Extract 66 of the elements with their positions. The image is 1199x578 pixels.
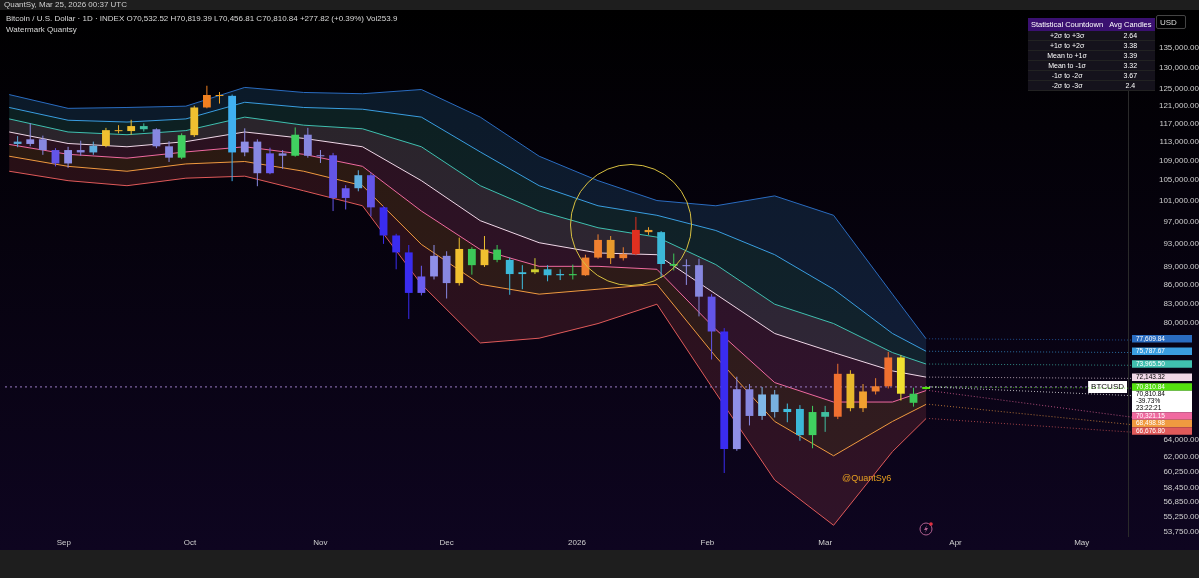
y-tick-label: 121,000.00 xyxy=(1158,100,1199,110)
y-tick-label: 117,000.00 xyxy=(1159,118,1199,128)
candlestick xyxy=(102,127,110,148)
ref-line-label: BTCUSD xyxy=(1091,382,1125,392)
candlestick xyxy=(505,257,514,296)
candlestick xyxy=(202,85,211,109)
candlestick xyxy=(682,258,691,286)
candlestick xyxy=(859,383,867,413)
y-tick-label: 55,250.00 xyxy=(1163,512,1199,522)
candlestick xyxy=(165,140,173,163)
y-tick-label: 105,000.00 xyxy=(1158,175,1199,185)
x-tick-label: Dec xyxy=(439,538,454,547)
y-tick-label: 60,250.00 xyxy=(1163,466,1199,476)
candlestick xyxy=(783,403,792,423)
y-tick-label: 125,000.00 xyxy=(1158,83,1199,93)
y-tick-label: 97,000.00 xyxy=(1163,216,1199,226)
candlestick xyxy=(64,146,72,169)
x-tick-label: Oct xyxy=(183,538,198,547)
candlestick xyxy=(606,235,615,265)
x-tick-label: Sep xyxy=(56,538,72,547)
candlestick xyxy=(354,169,363,192)
chart-title: Bitcoin / U.S. Dollar · 1D · INDEX O70,532.52 H70,819.39 L70,456.81 C70,810.84 +277.82 (+0.39%) Vol253.9 xyxy=(6,14,398,23)
candlestick xyxy=(467,246,476,276)
y-tick-label: 101,000.00 xyxy=(1158,195,1199,205)
candlestick xyxy=(821,405,830,433)
y-tick-label: 53,750.00 xyxy=(1163,526,1199,536)
annotation: @QuantSy6 xyxy=(842,473,892,483)
candlestick xyxy=(770,389,779,419)
x-tick-label: Mar xyxy=(818,538,833,547)
candlestick xyxy=(26,122,35,147)
candlestick xyxy=(278,149,287,170)
x-tick-label: May xyxy=(1074,538,1090,547)
x-tick-label: Nov xyxy=(313,538,328,547)
candlestick xyxy=(531,257,539,275)
candlestick xyxy=(430,244,438,280)
x-tick-label: Feb xyxy=(700,538,715,547)
y-tick-label: 109,000.00 xyxy=(1158,155,1199,165)
candlestick xyxy=(392,233,401,270)
candlestick xyxy=(291,126,300,158)
candlestick xyxy=(266,147,274,175)
candlestick xyxy=(518,264,527,290)
y-tick-label: 89,000.00 xyxy=(1163,262,1199,272)
y-tick-label: 56,850.00 xyxy=(1163,497,1199,507)
candlestick xyxy=(240,127,249,157)
candlestick xyxy=(38,135,47,156)
y-tick-label: 83,000.00 xyxy=(1163,298,1199,308)
candlestick xyxy=(758,386,766,421)
text: Watermark Quantsy xyxy=(6,25,77,34)
y-tick-label: 64,000.00 xyxy=(1163,435,1199,445)
x-tick-label: Apr xyxy=(949,538,963,547)
y-tick-label: 62,000.00 xyxy=(1163,451,1199,461)
y-tick-label: 80,000.00 xyxy=(1163,318,1199,328)
y-tick-label: 58,450.00 xyxy=(1163,482,1199,492)
candlestick xyxy=(177,132,186,160)
y-tick-label: 93,000.00 xyxy=(1163,239,1199,249)
text: QuantSy, Mar 25, 2026 00:37 UTC xyxy=(4,0,128,10)
y-tick-label: 130,000.00 xyxy=(1158,63,1199,73)
y-axis-title: USD xyxy=(1156,15,1186,29)
candlestick xyxy=(594,233,602,260)
y-tick-label: 113,000.00 xyxy=(1159,136,1199,146)
candlestick xyxy=(417,265,426,296)
x-tick-label: 2026 xyxy=(568,538,587,547)
y-tick-label: 86,000.00 xyxy=(1163,280,1199,290)
candlestick xyxy=(303,127,312,159)
y-tick-label: 135,000.00 xyxy=(1158,43,1199,53)
candlestick xyxy=(341,184,350,210)
